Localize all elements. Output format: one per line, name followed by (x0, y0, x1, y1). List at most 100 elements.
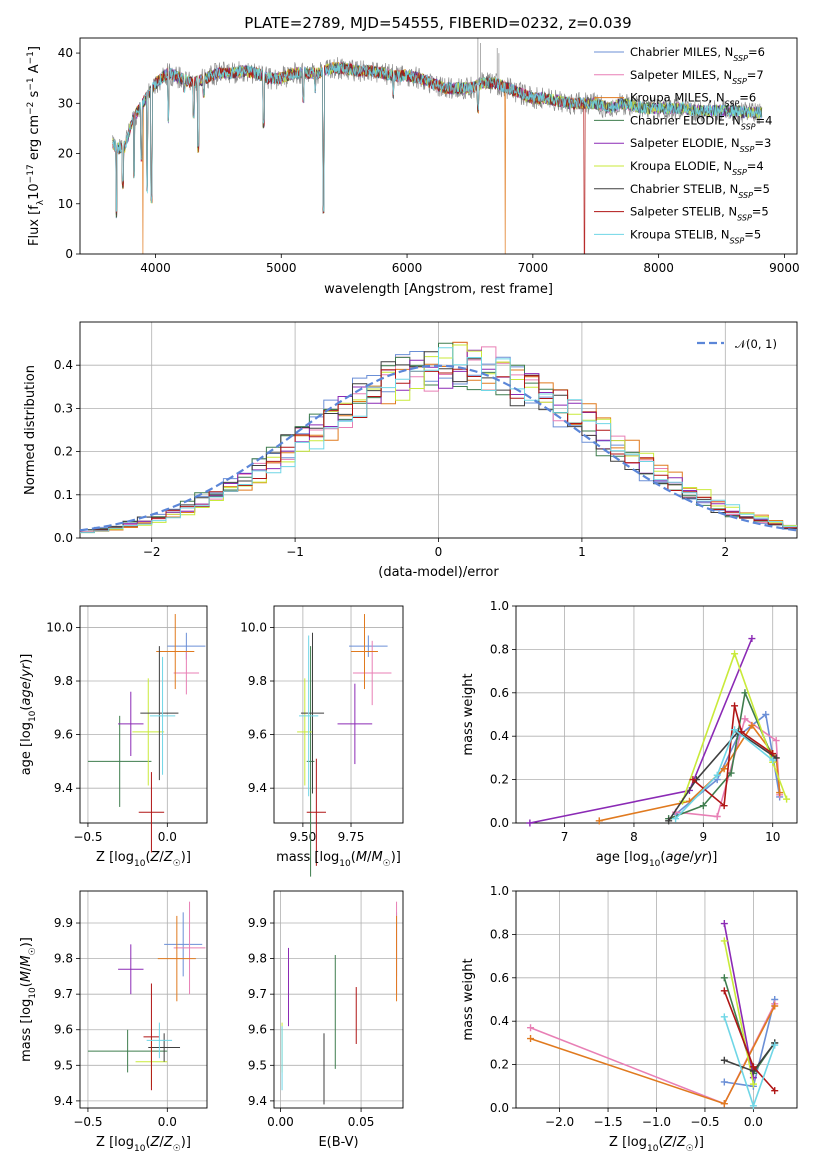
weight-marker-salpeter-miles (772, 737, 780, 745)
weight-marker-kroupa-stelib (731, 726, 739, 734)
tick-label-y: 9.4 (54, 1094, 73, 1108)
legend-label: Chabrier MILES, NSSP=6 (630, 45, 765, 63)
tick-label-x: 8 (630, 830, 638, 844)
tick-label-x: 7000 (518, 261, 549, 275)
weight-marker-kroupa-stelib (769, 756, 777, 764)
tick-label-y: 9.9 (54, 916, 73, 930)
tick-label-y: 9.8 (248, 952, 267, 966)
weight-marker-kroupa-elodie (731, 650, 739, 658)
tick-label-y: 40 (58, 46, 73, 60)
chart-panels: 4000 5000 6000 7000 8000 9000010203040wavelen… (19, 37, 800, 1154)
tick-label-y: 0.2 (54, 445, 73, 459)
weight-marker-chabrier-miles (762, 711, 770, 718)
histogram-salpeter-stelib (80, 368, 797, 533)
tick-label-y: 20 (58, 147, 73, 161)
tick-label-y: 9.8 (248, 674, 267, 688)
tick-label-y: 10.0 (46, 620, 73, 634)
weight-marker-kroupa-elodie (720, 937, 728, 945)
legend-label: Kroupa ELODIE, NSSP=4 (630, 159, 764, 177)
tick-label-y: 10.0 (240, 620, 267, 634)
weight-marker-kroupa-stelib (672, 815, 680, 823)
legend-label: Salpeter MILES, NSSP=7 (630, 68, 764, 86)
tick-label-y: 9.6 (54, 728, 73, 742)
tick-label-x: 9.50 (290, 830, 317, 844)
tick-label-x: −1.0 (642, 1115, 671, 1129)
tick-label-y: 10 (58, 197, 73, 211)
mass-vs-ebv-panel: 0.00 0.05 9.4 9.5 9.6 9.7 9.8 9.9 E(B-V) (248, 890, 404, 1150)
weight-marker-salpeter-stelib (720, 802, 728, 810)
model-line-chabrier-elodie (112, 63, 763, 218)
axes-frame (79, 321, 798, 539)
histogram-salpeter-elodie (80, 349, 797, 533)
weight-line-chabrier-stelib (667, 730, 777, 822)
tick-label-x: −0.5 (690, 1115, 719, 1129)
tick-label-x: −2.0 (545, 1115, 574, 1129)
tick-label-y: 9.8 (54, 952, 73, 966)
weight-line-kroupa-elodie (723, 940, 755, 1085)
tick-label-y: 9.7 (54, 987, 73, 1001)
residual-histogram-panel: −2 −1 0 1 2 0.0 0.1 0.2 0.3 0.4 𝒩(0, 1) (data-model… (23, 321, 798, 580)
x-axis-label: E(B-V) (318, 1135, 358, 1150)
tick-label-y: 0.4 (490, 1014, 509, 1028)
weight-marker-kroupa-miles (748, 721, 756, 729)
y-axis-label: mass weight (461, 958, 476, 1040)
weight-marker-kroupa-miles (720, 765, 728, 773)
weight-marker-chabrier-stelib (720, 1056, 728, 1064)
y-axis-label: mass weight (461, 673, 476, 755)
mass-weight-vs-z-panel: −2.0 −1.5 −1.0 −0.5 0.0 0.0 0.2 0.4 0.6 0.8 1.0 Z [… (461, 884, 798, 1154)
model-line-kroupa-miles (112, 61, 609, 254)
error-bars (87, 614, 206, 853)
tick-label-y: 1.0 (490, 884, 509, 898)
tick-label-y: 0.1 (54, 488, 73, 502)
legend-label: Salpeter STELIB, NSSP=5 (630, 205, 769, 223)
age-vs-mass-panel: 9.50 9.75 9.4 9.6 9.8 10.0 mass [log10(M/M☉)] (240, 605, 404, 877)
weight-line-kroupa-miles (599, 723, 781, 822)
weight-marker-kroupa-elodie (749, 1080, 757, 1088)
weight-marker-chabrier-elodie (699, 802, 707, 810)
weight-marker-kroupa-stelib (749, 1102, 757, 1110)
tick-label-y: 0.3 (54, 401, 73, 415)
tick-label-x: 10 (765, 830, 780, 844)
tick-label-y: 0.8 (490, 642, 509, 656)
axes-frame (79, 890, 208, 1109)
weight-marker-kroupa-elodie (783, 795, 791, 803)
tick-label-y: 9.6 (248, 728, 267, 742)
weight-marker-salpeter-stelib (731, 702, 739, 710)
tick-label-x: −0.5 (73, 830, 102, 844)
model-line-kroupa-stelib (112, 62, 763, 213)
legend-label: Kroupa MILES, NSSP=6 (630, 91, 756, 109)
weight-marker-kroupa-miles (771, 1002, 779, 1010)
tick-label-y: 9.6 (54, 1023, 73, 1037)
weight-marker-salpeter-miles (741, 715, 749, 723)
error-bars (297, 614, 392, 877)
tick-label-y: 1.0 (490, 599, 509, 613)
tick-label-x: 0.00 (267, 1115, 294, 1129)
tick-label-x: 2 (721, 545, 729, 559)
weight-marker-salpeter-stelib (720, 987, 728, 995)
tick-label-x: 0.05 (348, 1115, 375, 1129)
weight-line-kroupa-stelib (675, 728, 774, 820)
tick-label-x: 9.75 (338, 830, 365, 844)
weight-marker-salpeter-elodie (720, 920, 728, 928)
figure-title: PLATE=2789, MJD=54555, FIBERID=0232, z=0… (244, 14, 631, 32)
weight-marker-kroupa-miles (527, 1035, 535, 1043)
y-axis-label: mass [log10(M/M☉)] (19, 937, 38, 1062)
weight-marker-kroupa-miles (595, 817, 603, 825)
tick-label-x: 1 (578, 545, 586, 559)
spectrum-panel: 4000 5000 6000 7000 8000 9000 0 10 20 30 40 wavelen… (26, 37, 800, 297)
weight-marker-salpeter-miles (713, 812, 721, 820)
tick-label-x: 4000 (140, 261, 171, 275)
weight-line-chabrier-elodie (668, 689, 774, 820)
error-bars (87, 901, 206, 1091)
weight-marker-salpeter-stelib (771, 1087, 779, 1095)
weight-marker-chabrier-elodie (727, 769, 735, 777)
tick-label-y: 0.6 (490, 686, 509, 700)
legend-label: Chabrier ELODIE, NSSP=4 (630, 113, 772, 130)
weight-marker-salpeter-miles (527, 1024, 535, 1032)
weight-line-salpeter-miles (530, 1003, 776, 1105)
age-vs-z-panel: −0.5 0.0 9.4 9.6 9.8 10.0 Z [log10(Z/Z☉)] age [… (19, 605, 208, 869)
tick-label-y: 9.4 (248, 1094, 267, 1108)
x-axis-label: Z [log10(Z/Z☉)] (609, 1135, 704, 1154)
tick-label-y: 9.5 (248, 1058, 267, 1072)
mass-weight-vs-age-panel: 7 8 9 10 0.0 0.2 0.4 0.6 0.8 1.0 age [log10(age/yr… (461, 599, 798, 869)
